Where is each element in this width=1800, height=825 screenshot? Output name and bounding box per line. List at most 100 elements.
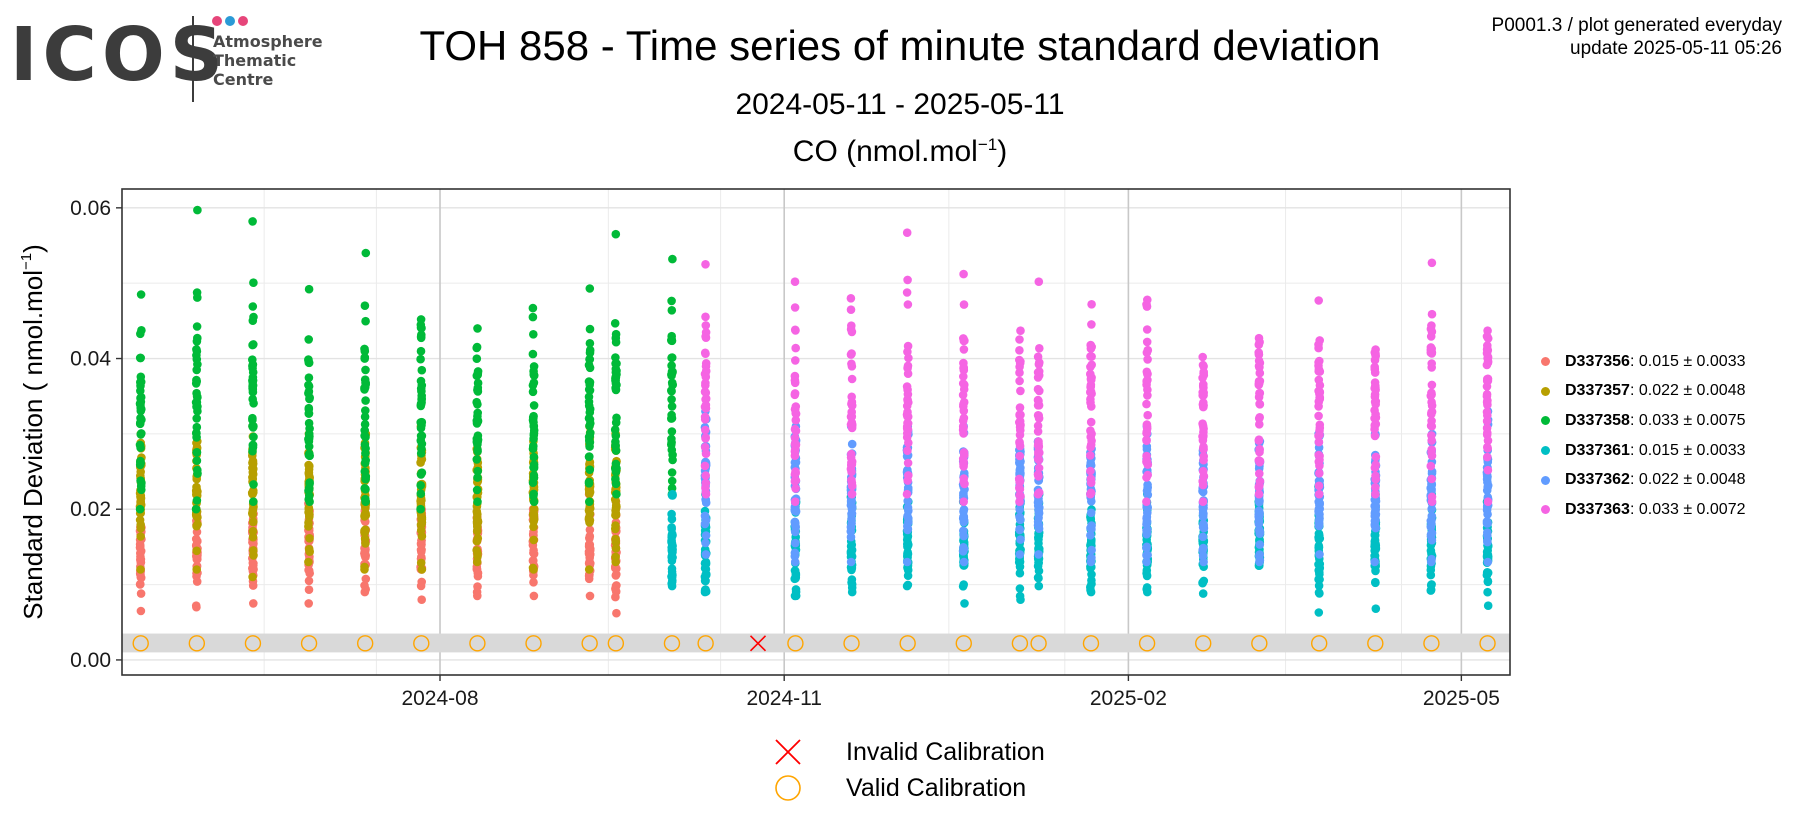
data-point bbox=[1371, 452, 1381, 462]
data-point bbox=[1016, 426, 1025, 435]
data-point bbox=[959, 429, 968, 438]
data-point bbox=[1199, 388, 1208, 398]
data-point bbox=[360, 440, 370, 450]
data-point bbox=[1015, 490, 1024, 500]
valid-calibration-marker bbox=[607, 635, 625, 652]
data-point bbox=[1370, 516, 1380, 526]
data-point bbox=[1086, 474, 1096, 484]
data-point bbox=[417, 391, 427, 401]
data-point bbox=[248, 415, 257, 425]
data-point bbox=[305, 534, 314, 543]
data-point bbox=[1483, 481, 1493, 490]
data-point bbox=[791, 484, 800, 493]
data-point bbox=[1483, 587, 1492, 597]
data-point bbox=[473, 324, 482, 333]
data-point bbox=[1483, 568, 1493, 578]
data-point bbox=[1142, 436, 1151, 446]
logo-line-3: Centre bbox=[213, 70, 274, 89]
data-point bbox=[135, 419, 145, 429]
data-point bbox=[701, 312, 710, 322]
data-point bbox=[1370, 406, 1379, 415]
data-point bbox=[791, 356, 800, 365]
data-point bbox=[1255, 527, 1265, 537]
data-point bbox=[959, 477, 968, 487]
data-point bbox=[701, 388, 711, 398]
data-point bbox=[304, 544, 314, 554]
data-point bbox=[249, 312, 258, 322]
data-point bbox=[1314, 367, 1323, 376]
data-point bbox=[248, 361, 257, 371]
data-point bbox=[248, 355, 257, 365]
data-point bbox=[612, 464, 621, 473]
data-point bbox=[1015, 512, 1024, 522]
cross-icon bbox=[775, 739, 801, 765]
data-point bbox=[473, 400, 482, 409]
data-point bbox=[1255, 399, 1264, 409]
data-point bbox=[136, 565, 145, 574]
legend-swatch bbox=[1541, 357, 1550, 367]
data-point bbox=[1015, 557, 1025, 567]
data-point bbox=[1255, 445, 1264, 455]
legend-series-stat: : 0.033 ± 0.0075 bbox=[1629, 411, 1746, 429]
data-point bbox=[1371, 577, 1380, 587]
data-point bbox=[584, 414, 594, 423]
data-point bbox=[137, 485, 146, 495]
data-point bbox=[1314, 437, 1324, 447]
data-point bbox=[611, 552, 620, 562]
valid-calibration-marker bbox=[1195, 635, 1212, 652]
data-point bbox=[902, 228, 912, 237]
invalid-calibration-symbol bbox=[775, 739, 801, 765]
data-point bbox=[791, 343, 800, 353]
y-tick-label: 0.06 bbox=[70, 197, 111, 220]
data-point bbox=[667, 296, 676, 306]
panel-title: CO (nmol.mol−1) bbox=[0, 135, 1800, 169]
data-point bbox=[416, 449, 426, 458]
data-point bbox=[701, 531, 711, 540]
y-axis-label-text: Standard Deviation ( nmol.mol bbox=[18, 270, 48, 620]
data-point bbox=[904, 398, 913, 407]
valid-calibration-marker bbox=[1030, 635, 1047, 652]
data-point bbox=[1198, 589, 1208, 598]
data-point bbox=[611, 544, 621, 553]
data-point bbox=[1427, 327, 1437, 337]
data-point bbox=[700, 415, 710, 424]
valid-calibration-marker bbox=[1138, 635, 1156, 652]
data-point bbox=[1015, 335, 1024, 344]
data-point bbox=[529, 452, 539, 462]
legend-swatch bbox=[1541, 416, 1550, 426]
data-point bbox=[585, 404, 595, 414]
data-point bbox=[668, 450, 677, 460]
data-point bbox=[1483, 601, 1493, 610]
data-point bbox=[1142, 557, 1151, 567]
data-point bbox=[1086, 426, 1095, 436]
panel-title-exponent: −1 bbox=[977, 135, 998, 154]
data-point bbox=[1015, 451, 1025, 461]
data-point bbox=[584, 565, 594, 574]
valid-calibration-marker bbox=[1423, 635, 1440, 652]
data-point bbox=[361, 316, 370, 326]
data-point bbox=[959, 491, 968, 500]
data-point bbox=[1086, 417, 1096, 427]
data-point bbox=[304, 585, 314, 594]
data-point bbox=[529, 422, 539, 431]
data-point bbox=[585, 534, 594, 543]
data-point bbox=[1142, 451, 1151, 461]
data-point bbox=[304, 566, 314, 575]
data-point bbox=[1371, 381, 1380, 391]
data-point bbox=[1142, 377, 1152, 386]
data-point bbox=[1016, 386, 1025, 396]
data-point bbox=[136, 467, 145, 477]
data-point bbox=[1315, 559, 1325, 569]
data-point bbox=[701, 516, 711, 525]
legend-series-stat: : 0.015 ± 0.0033 bbox=[1629, 352, 1746, 370]
data-point bbox=[667, 524, 676, 534]
y-axis-label: Standard Deviation ( nmol.mol−1) bbox=[18, 244, 48, 620]
data-point bbox=[529, 512, 539, 522]
valid-calibration-marker bbox=[955, 635, 972, 652]
data-point bbox=[1314, 411, 1323, 421]
data-point bbox=[903, 458, 913, 468]
data-point bbox=[1482, 423, 1492, 433]
data-point bbox=[902, 410, 912, 420]
data-point bbox=[248, 489, 257, 499]
icos-logo: ICOS Atmosphere Thematic Centre bbox=[10, 12, 330, 108]
